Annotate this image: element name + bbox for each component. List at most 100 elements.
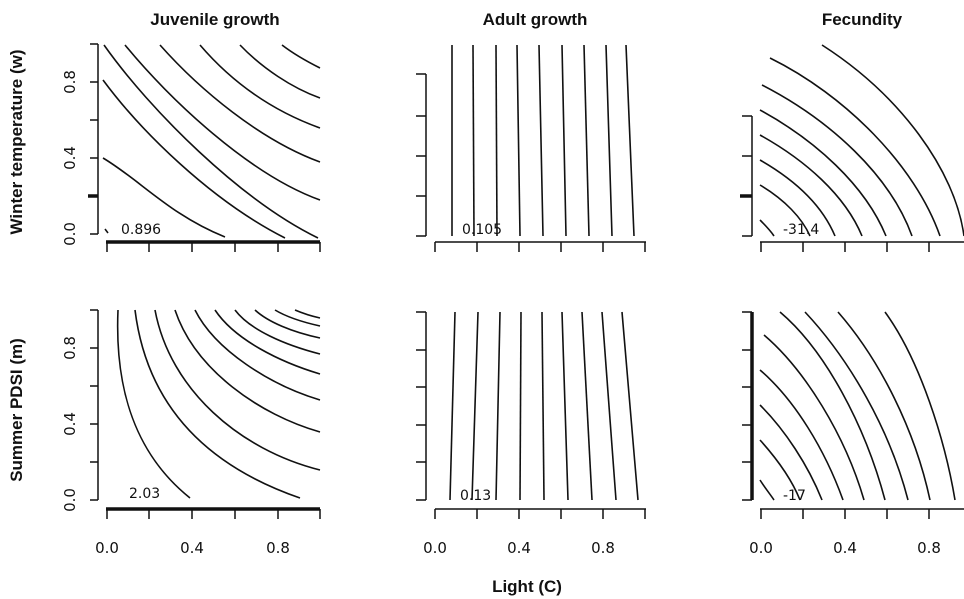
x-tick-label: 0.0 (423, 539, 447, 557)
x-tick-label: 0.4 (507, 539, 531, 557)
ylabel-winter-temperature: Winter temperature (w) (7, 50, 26, 235)
panel-pdsi-fecundity: -17 0.0 0.4 0.8 (742, 311, 964, 557)
contour-line (104, 228, 109, 234)
x-tick-label: 0.4 (833, 539, 857, 557)
contour-line (234, 309, 321, 355)
y-tick-label: 0.8 (61, 336, 79, 360)
contour-line (581, 311, 593, 501)
y-ticks-panel-1 (416, 73, 426, 237)
contour-line (472, 44, 475, 237)
contour-line (779, 311, 886, 501)
panel-2-contours (759, 44, 964, 237)
contour-line (541, 311, 545, 501)
contour-line (561, 44, 567, 237)
x-tick-label: 0.8 (917, 539, 941, 557)
contour-line (124, 44, 321, 201)
panel-5-contours (759, 311, 956, 501)
contour-line (583, 44, 590, 237)
contour-line (134, 309, 301, 499)
panel-fecundity: -31.4 (740, 44, 964, 252)
x-tick-label: 0.8 (591, 539, 615, 557)
contour-line (759, 404, 823, 501)
contour-line (759, 439, 801, 501)
x-tick-label: 0.8 (266, 539, 290, 557)
contour-line (194, 309, 321, 401)
y-ticks-panel-2 (740, 115, 752, 237)
contour-line (759, 369, 844, 501)
contour-line (471, 311, 479, 501)
y-tick-label: 0.0 (61, 222, 79, 246)
panel-adult-growth: 0.105 (416, 44, 646, 252)
contour-line (759, 109, 887, 237)
contour-line (761, 84, 913, 237)
contour-line (174, 309, 321, 433)
title-adult-growth: Adult growth (483, 10, 588, 29)
contour-line (214, 309, 321, 375)
contour-line (102, 157, 226, 238)
xlabel-light: Light (C) (492, 577, 562, 596)
panel-4-contours (449, 311, 639, 501)
contour-line (759, 134, 863, 237)
panel-pdsi-juvenile-growth: 2.03 0.0 0.4 0.8 0.0 0.4 0.8 (61, 309, 321, 557)
x-ticks-panel-4 (434, 509, 646, 519)
y-ticks-panel-4 (416, 311, 426, 501)
contour-line (804, 311, 909, 501)
x-ticks-panel-1 (434, 242, 646, 252)
contour-line (763, 334, 865, 501)
contour-line (495, 311, 501, 501)
contour-line (759, 219, 775, 237)
contour-line (837, 311, 931, 501)
contour-label-1: 0.105 (462, 222, 502, 238)
y-ticks-panel-0 (88, 43, 98, 235)
x-ticks-panel-5 (760, 509, 930, 519)
contour-line (102, 79, 286, 239)
x-ticks-panel-2 (760, 242, 930, 252)
y-tick-label: 0.4 (61, 412, 79, 436)
contour-line (538, 44, 544, 237)
ylabel-summer-pdsi: Summer PDSI (m) (7, 338, 26, 482)
contour-label-2: -31.4 (783, 222, 819, 238)
panel-pdsi-adult-growth: 0.13 0.0 0.4 0.8 (416, 311, 646, 557)
x-tick-label: 0.0 (95, 539, 119, 557)
contour-line (759, 479, 775, 501)
contour-line (561, 311, 569, 501)
y-ticks-panel-5 (742, 311, 752, 501)
y-ticks-panel-3 (90, 309, 98, 501)
contour-line (519, 311, 522, 501)
contour-line (294, 309, 321, 319)
x-tick-label: 0.0 (749, 539, 773, 557)
y-tick-label: 0.4 (61, 146, 79, 170)
contour-line (159, 44, 321, 163)
title-fecundity: Fecundity (822, 10, 903, 29)
contour-line (495, 44, 498, 237)
contour-line (154, 309, 321, 471)
y-tick-label: 0.8 (61, 70, 79, 94)
contour-line (449, 311, 456, 501)
panel-3-contours (116, 309, 321, 499)
panel-1-contours (451, 44, 635, 237)
contour-line (103, 44, 319, 239)
contour-line (625, 44, 635, 237)
contour-line (199, 44, 321, 129)
contour-label-3: 2.03 (129, 486, 160, 502)
contour-line (601, 311, 617, 501)
panel-juvenile-growth: 0.896 0.0 0.4 0.8 (61, 43, 321, 252)
contour-line (281, 44, 321, 69)
contour-line (759, 184, 811, 237)
contour-line (116, 309, 191, 499)
contour-line (621, 311, 639, 501)
title-juvenile-growth: Juvenile growth (150, 10, 279, 29)
contour-label-4: 0.13 (460, 488, 491, 504)
contour-line (254, 309, 321, 339)
contour-line (605, 44, 613, 237)
contour-line (274, 309, 321, 327)
contour-label-5: -17 (783, 488, 806, 504)
y-tick-label: 0.0 (61, 488, 79, 512)
x-ticks-panel-3 (106, 509, 321, 519)
contour-line (884, 311, 956, 501)
panel-0-contours (102, 44, 321, 239)
contour-label-0: 0.896 (121, 222, 161, 238)
contour-line (759, 159, 836, 237)
contour-line (516, 44, 521, 237)
